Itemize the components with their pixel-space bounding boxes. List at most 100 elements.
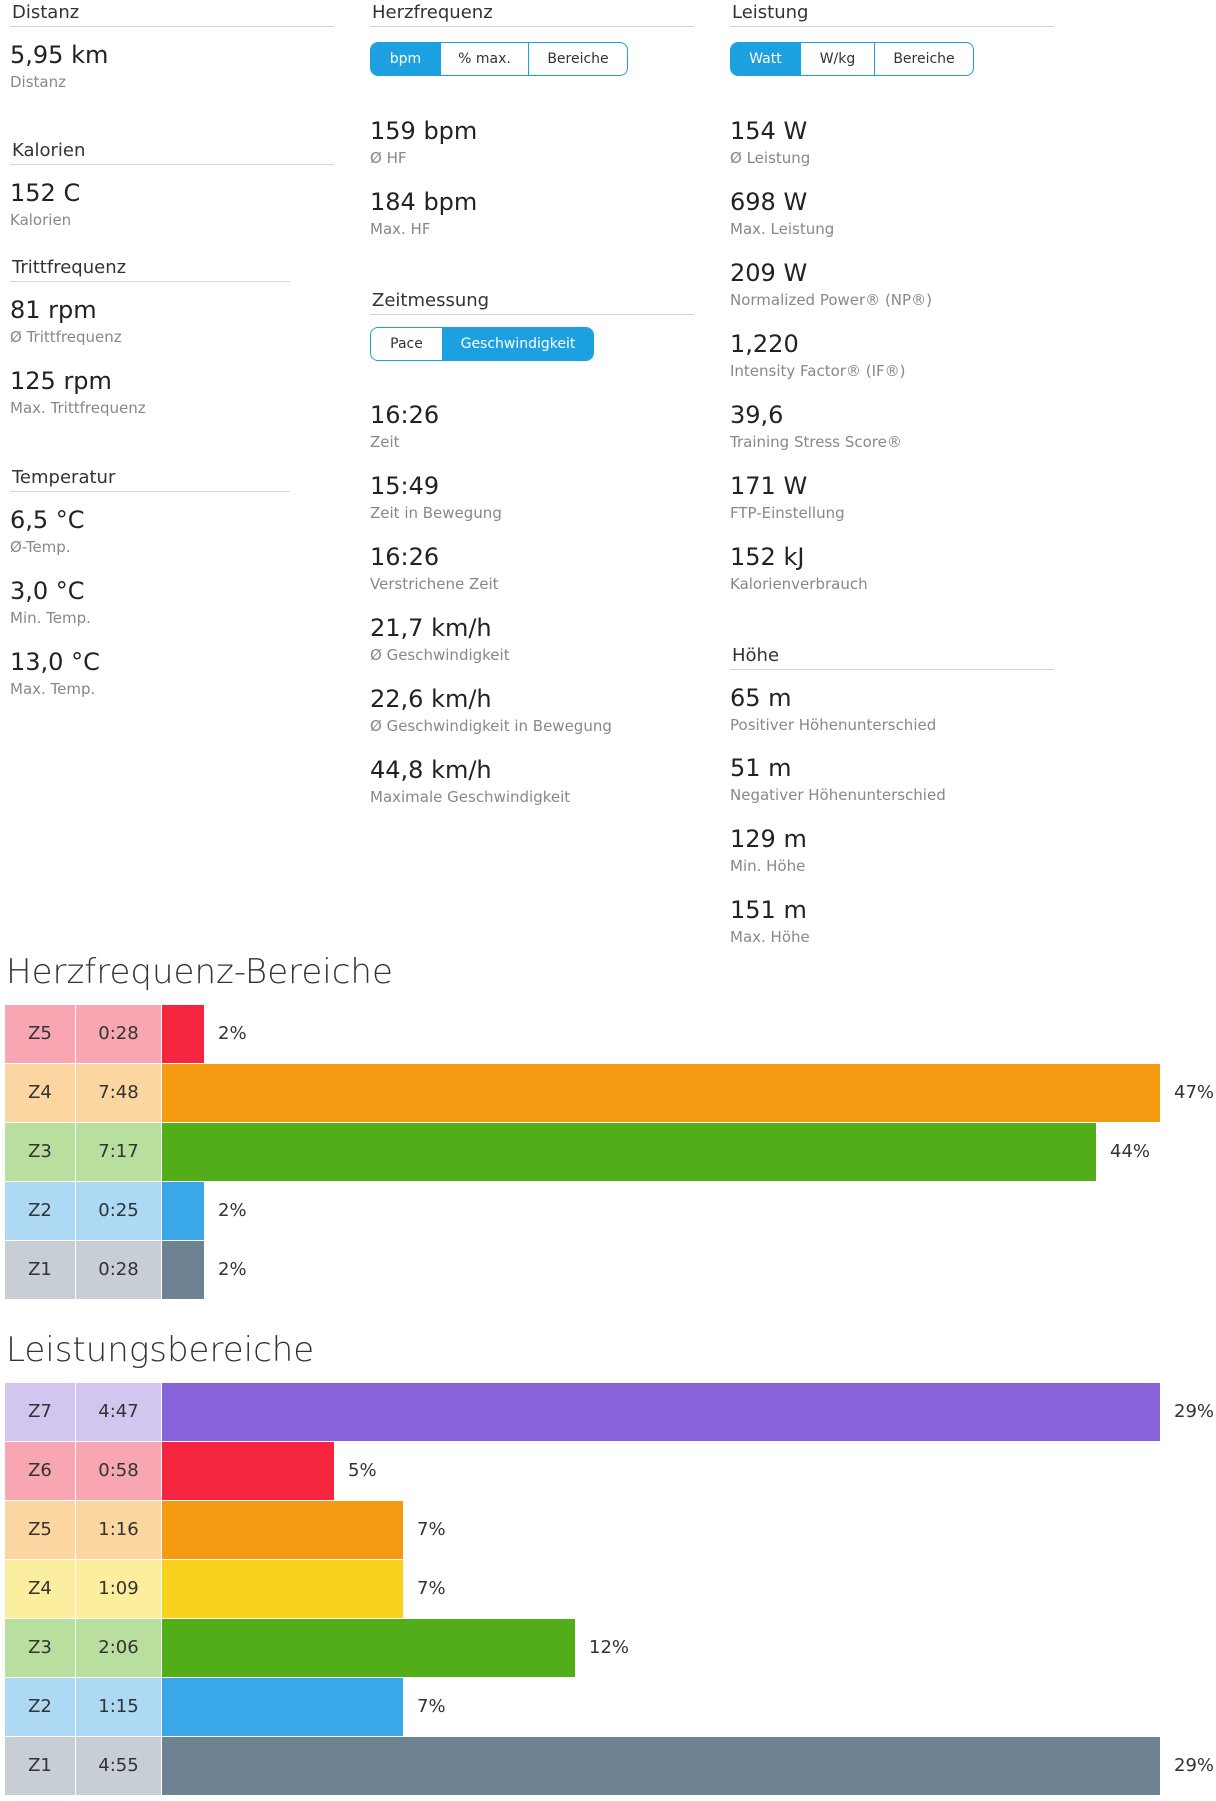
stat-value: 6,5 °C (10, 506, 85, 534)
zone-label: Z2 (5, 1182, 75, 1240)
hoehe-stat-max: 151 m Max. Höhe (730, 895, 810, 947)
zone-label: Z4 (5, 1560, 75, 1618)
stat-value: 65 m (730, 684, 792, 712)
stat-value: 39,6 (730, 401, 784, 429)
stat-label: Ø Trittfrequenz (10, 328, 122, 346)
power-zones-chart: Z7 4:47 29% Z6 0:58 5% Z5 1:16 7% Z4 1:09 7% Z3 2:06 1… (5, 1382, 1216, 1795)
zone-time: 4:47 (76, 1383, 161, 1441)
zone-label: Z3 (5, 1619, 75, 1677)
zone-percent: 2% (218, 1023, 247, 1044)
stat-label: Intensity Factor® (IF®) (730, 362, 906, 380)
stat-value: 21,7 km/h (370, 614, 492, 642)
stat-value: 51 m (730, 754, 792, 782)
leistung-stat-ftp: 171 W FTP-Einstellung (730, 471, 845, 523)
zone-row: Z2 0:25 2% (5, 1181, 1216, 1240)
zone-time: 0:58 (76, 1442, 161, 1500)
stat-label: Training Stress Score® (730, 433, 902, 451)
stat-value: 151 m (730, 896, 807, 924)
stat-value: 152 kJ (730, 543, 805, 571)
zone-label: Z3 (5, 1123, 75, 1181)
zone-bar (162, 1383, 1160, 1441)
tab-w-per-kg[interactable]: W/kg (801, 43, 875, 75)
tab-pace[interactable]: Pace (371, 328, 443, 360)
stat-label: Min. Temp. (10, 609, 91, 627)
hoehe-stat-gain: 65 m Positiver Höhenunterschied (730, 683, 936, 735)
zone-row: Z2 1:15 7% (5, 1677, 1216, 1736)
zone-label: Z1 (5, 1241, 75, 1299)
stat-value: 81 rpm (10, 296, 97, 324)
zone-time: 7:17 (76, 1123, 161, 1181)
stat-label: Ø HF (370, 149, 407, 167)
stat-label: Distanz (10, 73, 66, 91)
zone-time: 0:25 (76, 1182, 161, 1240)
zone-percent: 44% (1110, 1141, 1151, 1162)
distanz-stat: 5,95 km Distanz (10, 40, 108, 92)
tab-watt[interactable]: Watt (731, 43, 801, 75)
hoehe-stat-min: 129 m Min. Höhe (730, 824, 807, 876)
stat-label: Kalorien (10, 211, 72, 229)
avg-moving-speed-stat: 22,6 km/h Ø Geschwindigkeit in Bewegung (370, 684, 612, 736)
zone-time: 1:09 (76, 1560, 161, 1618)
herzfrequenz-stat-max: 184 bpm Max. HF (370, 187, 477, 239)
leistung-title: Leistung (730, 0, 1054, 27)
trittfrequenz-stat-max: 125 rpm Max. Trittfrequenz (10, 366, 146, 418)
trittfrequenz-stat-avg: 81 rpm Ø Trittfrequenz (10, 295, 122, 347)
stat-value: 209 W (730, 259, 808, 287)
zone-time: 7:48 (76, 1064, 161, 1122)
stat-value: 159 bpm (370, 117, 478, 145)
zone-bar (162, 1005, 204, 1063)
zone-label: Z2 (5, 1678, 75, 1736)
tab-percent-max[interactable]: % max. (441, 43, 529, 75)
zone-percent: 7% (417, 1696, 446, 1717)
leistung-stat-if: 1,220 Intensity Factor® (IF®) (730, 329, 906, 381)
zeitmessung-mode-toggle: Pace Geschwindigkeit (370, 327, 594, 361)
stat-label: Normalized Power® (NP®) (730, 291, 932, 309)
zone-bar (162, 1442, 334, 1500)
stat-label: Ø Leistung (730, 149, 811, 167)
zone-bar (162, 1123, 1096, 1181)
tab-bereiche[interactable]: Bereiche (547, 51, 609, 67)
hoehe-stat-loss: 51 m Negativer Höhenunterschied (730, 753, 946, 805)
stat-value: 171 W (730, 472, 808, 500)
avg-speed-stat: 21,7 km/h Ø Geschwindigkeit (370, 613, 510, 665)
stat-label: FTP-Einstellung (730, 504, 845, 522)
zone-time: 1:16 (76, 1501, 161, 1559)
stat-value: 152 C (10, 179, 81, 207)
zone-percent: 2% (218, 1259, 247, 1280)
tab-geschwindigkeit[interactable]: Geschwindigkeit (443, 328, 593, 360)
hr-zones-chart: Z5 0:28 2% Z4 7:48 47% Z3 7:17 44% Z2 0:25 2% Z1 0:28… (5, 1004, 1216, 1299)
stat-label: Max. Trittfrequenz (10, 399, 146, 417)
max-speed-stat: 44,8 km/h Maximale Geschwindigkeit (370, 755, 570, 807)
stat-label: Positiver Höhenunterschied (730, 716, 937, 734)
stat-value: 13,0 °C (10, 648, 100, 676)
tab-bpm[interactable]: bpm (371, 43, 441, 75)
zone-percent: 7% (417, 1519, 446, 1540)
zone-bar (162, 1619, 575, 1677)
stat-label: Verstrichene Zeit (370, 575, 499, 593)
herzfrequenz-title: Herzfrequenz (370, 0, 694, 27)
temperatur-stat-max: 13,0 °C Max. Temp. (10, 647, 100, 699)
zone-percent: 29% (1174, 1401, 1215, 1422)
zone-label: Z5 (5, 1005, 75, 1063)
stat-label: Max. Höhe (730, 928, 810, 946)
stat-label: Min. Höhe (730, 857, 806, 875)
zeit-in-bewegung-stat: 15:49 Zeit in Bewegung (370, 471, 502, 523)
stat-value: 3,0 °C (10, 577, 85, 605)
stat-value: 5,95 km (10, 41, 109, 69)
stat-label: Ø Geschwindigkeit (370, 646, 510, 664)
verstrichene-zeit-stat: 16:26 Verstrichene Zeit (370, 542, 499, 594)
zone-percent: 5% (348, 1460, 377, 1481)
zone-label: Z1 (5, 1737, 75, 1795)
zeitmessung-title: Zeitmessung (370, 288, 694, 315)
stat-label: Zeit in Bewegung (370, 504, 502, 522)
tab-bereiche[interactable]: Bereiche (893, 51, 955, 67)
zone-row: Z7 4:47 29% (5, 1382, 1216, 1441)
stat-label: Zeit (370, 433, 400, 451)
stat-value: 154 W (730, 117, 808, 145)
zone-label: Z7 (5, 1383, 75, 1441)
stat-value: 1,220 (730, 330, 799, 358)
zone-bar (162, 1678, 403, 1736)
kalorien-title: Kalorien (10, 138, 334, 165)
stat-label: Ø-Temp. (10, 538, 71, 556)
zone-percent: 12% (589, 1637, 630, 1658)
